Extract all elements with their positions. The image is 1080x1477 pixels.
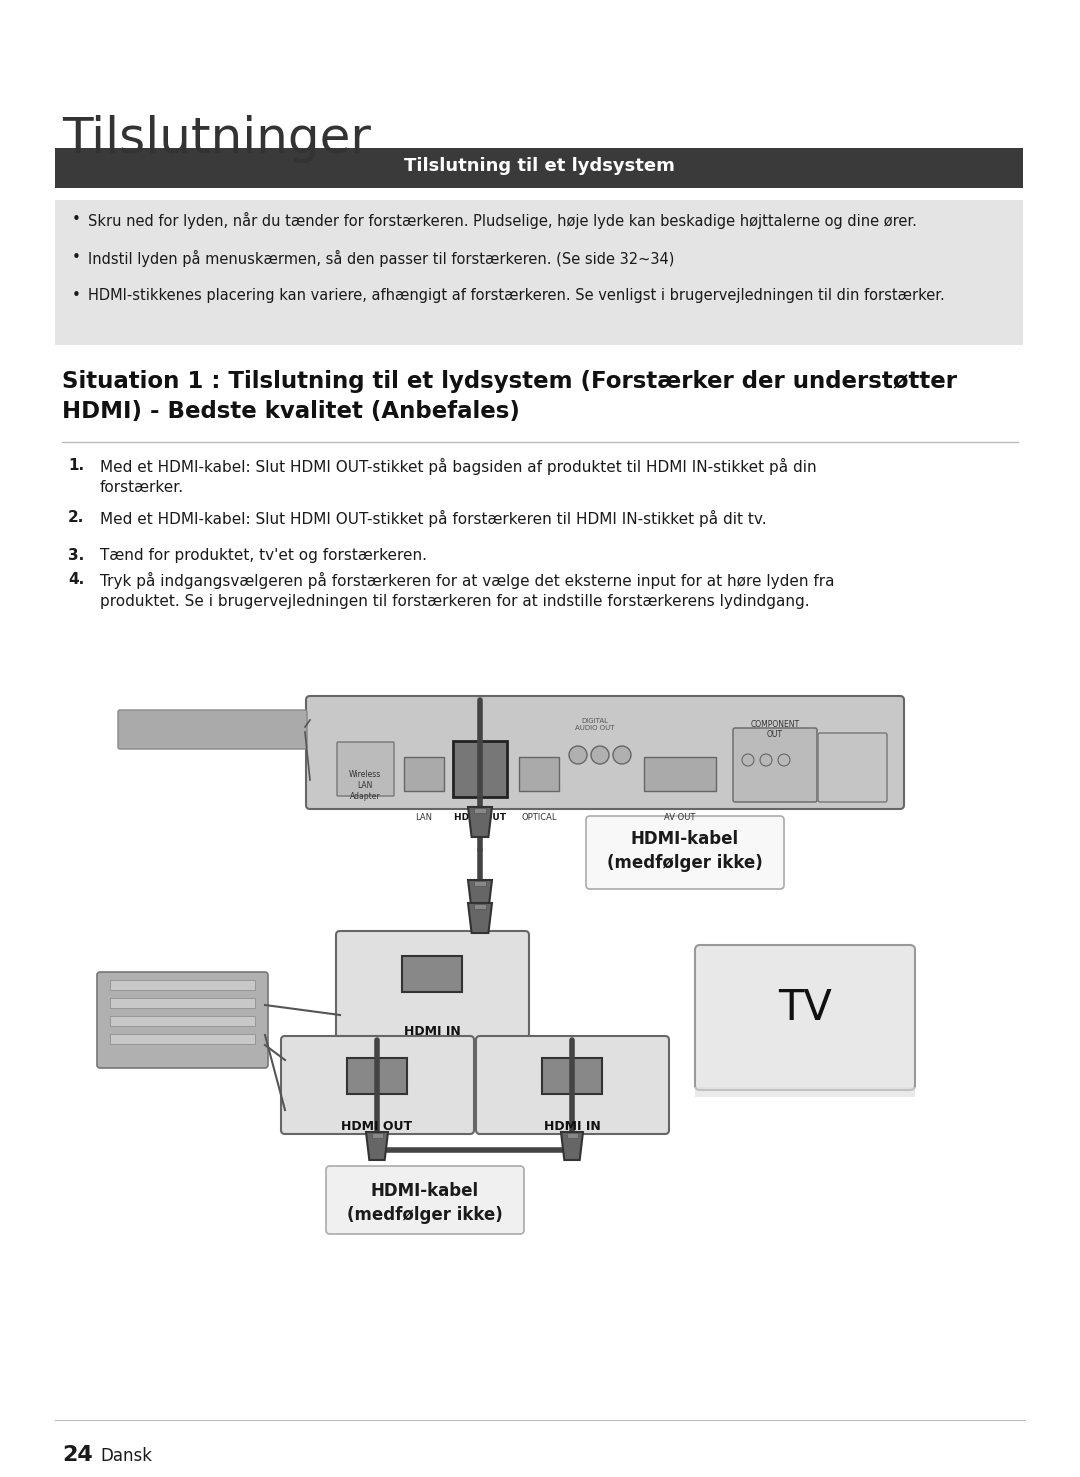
Polygon shape	[468, 880, 492, 910]
FancyBboxPatch shape	[474, 904, 486, 908]
Circle shape	[569, 746, 588, 764]
Polygon shape	[366, 1131, 388, 1159]
Text: •: •	[72, 213, 81, 227]
FancyBboxPatch shape	[118, 710, 307, 749]
Polygon shape	[561, 1131, 583, 1159]
FancyBboxPatch shape	[336, 931, 529, 1038]
Text: Tilslutning til et lydsystem: Tilslutning til et lydsystem	[404, 157, 674, 174]
FancyBboxPatch shape	[110, 1034, 255, 1044]
Text: OPTICAL: OPTICAL	[522, 812, 557, 823]
Text: Tænd for produktet, tv'et og forstærkeren.: Tænd for produktet, tv'et og forstærkere…	[100, 548, 427, 563]
Text: Med et HDMI-kabel: Slut HDMI OUT-stikket på forstærkeren til HDMI IN-stikket på : Med et HDMI-kabel: Slut HDMI OUT-stikket…	[100, 510, 767, 527]
Circle shape	[760, 753, 772, 767]
FancyBboxPatch shape	[55, 199, 1023, 346]
FancyBboxPatch shape	[542, 1058, 602, 1094]
Text: DIGITAL
AUDIO OUT: DIGITAL AUDIO OUT	[576, 718, 615, 731]
FancyBboxPatch shape	[733, 728, 816, 802]
FancyBboxPatch shape	[476, 1035, 669, 1134]
Text: AV OUT: AV OUT	[664, 812, 696, 823]
Polygon shape	[468, 806, 492, 837]
Text: Situation 1 : Tilslutning til et lydsystem (Forstærker der understøtter
HDMI) - : Situation 1 : Tilslutning til et lydsyst…	[62, 371, 957, 422]
FancyBboxPatch shape	[347, 1058, 407, 1094]
FancyBboxPatch shape	[281, 1035, 474, 1134]
FancyBboxPatch shape	[644, 758, 716, 792]
FancyBboxPatch shape	[474, 880, 486, 886]
Circle shape	[591, 746, 609, 764]
Text: HDMI IN: HDMI IN	[543, 1120, 600, 1133]
Text: Wireless
LAN
Adapter: Wireless LAN Adapter	[349, 770, 381, 801]
FancyBboxPatch shape	[453, 741, 507, 798]
Text: 24: 24	[62, 1445, 93, 1465]
Text: •: •	[72, 288, 81, 303]
Text: HDMI OUT: HDMI OUT	[341, 1120, 413, 1133]
Circle shape	[742, 753, 754, 767]
Text: HDMI IN: HDMI IN	[404, 1025, 460, 1038]
FancyBboxPatch shape	[110, 1016, 255, 1027]
FancyBboxPatch shape	[696, 945, 915, 1090]
FancyBboxPatch shape	[372, 1133, 382, 1137]
Text: HDMI-stikkenes placering kan variere, afhængigt af forstærkeren. Se venligst i b: HDMI-stikkenes placering kan variere, af…	[87, 288, 945, 303]
FancyBboxPatch shape	[306, 696, 904, 809]
FancyBboxPatch shape	[97, 972, 268, 1068]
FancyBboxPatch shape	[404, 758, 444, 792]
FancyBboxPatch shape	[110, 981, 255, 990]
FancyBboxPatch shape	[474, 808, 486, 812]
Text: 3.: 3.	[68, 548, 84, 563]
Text: Skru ned for lyden, når du tænder for forstærkeren. Pludselige, høje lyde kan be: Skru ned for lyden, når du tænder for fo…	[87, 213, 917, 229]
FancyBboxPatch shape	[110, 998, 255, 1007]
FancyBboxPatch shape	[696, 1087, 915, 1097]
FancyBboxPatch shape	[519, 758, 559, 792]
Text: 2.: 2.	[68, 510, 84, 524]
FancyBboxPatch shape	[326, 1165, 524, 1233]
Text: 4.: 4.	[68, 572, 84, 586]
FancyBboxPatch shape	[55, 148, 1023, 188]
FancyBboxPatch shape	[818, 733, 887, 802]
Text: Dansk: Dansk	[100, 1447, 152, 1465]
Text: HDMI-kabel
(medfølger ikke): HDMI-kabel (medfølger ikke)	[347, 1182, 503, 1223]
Text: •: •	[72, 250, 81, 264]
Text: Med et HDMI-kabel: Slut HDMI OUT-stikket på bagsiden af produktet til HDMI IN-st: Med et HDMI-kabel: Slut HDMI OUT-stikket…	[100, 458, 816, 495]
Text: HDMI OUT: HDMI OUT	[454, 812, 507, 823]
Circle shape	[778, 753, 789, 767]
FancyBboxPatch shape	[586, 815, 784, 889]
Text: HDMI-kabel
(medfølger ikke): HDMI-kabel (medfølger ikke)	[607, 830, 762, 871]
Text: Tilslutninger: Tilslutninger	[62, 115, 372, 162]
FancyBboxPatch shape	[402, 956, 462, 993]
Text: TV: TV	[778, 987, 832, 1028]
Text: LAN: LAN	[416, 812, 432, 823]
Text: Tryk på indgangsvælgeren på forstærkeren for at vælge det eksterne input for at : Tryk på indgangsvælgeren på forstærkeren…	[100, 572, 835, 610]
FancyBboxPatch shape	[337, 741, 394, 796]
Circle shape	[613, 746, 631, 764]
Text: Indstil lyden på menuskærmen, så den passer til forstærkeren. (Se side 32~34): Indstil lyden på menuskærmen, så den pas…	[87, 250, 674, 267]
FancyBboxPatch shape	[567, 1133, 578, 1137]
Text: COMPONENT
OUT: COMPONENT OUT	[751, 719, 799, 740]
Polygon shape	[468, 902, 492, 933]
Text: 1.: 1.	[68, 458, 84, 473]
